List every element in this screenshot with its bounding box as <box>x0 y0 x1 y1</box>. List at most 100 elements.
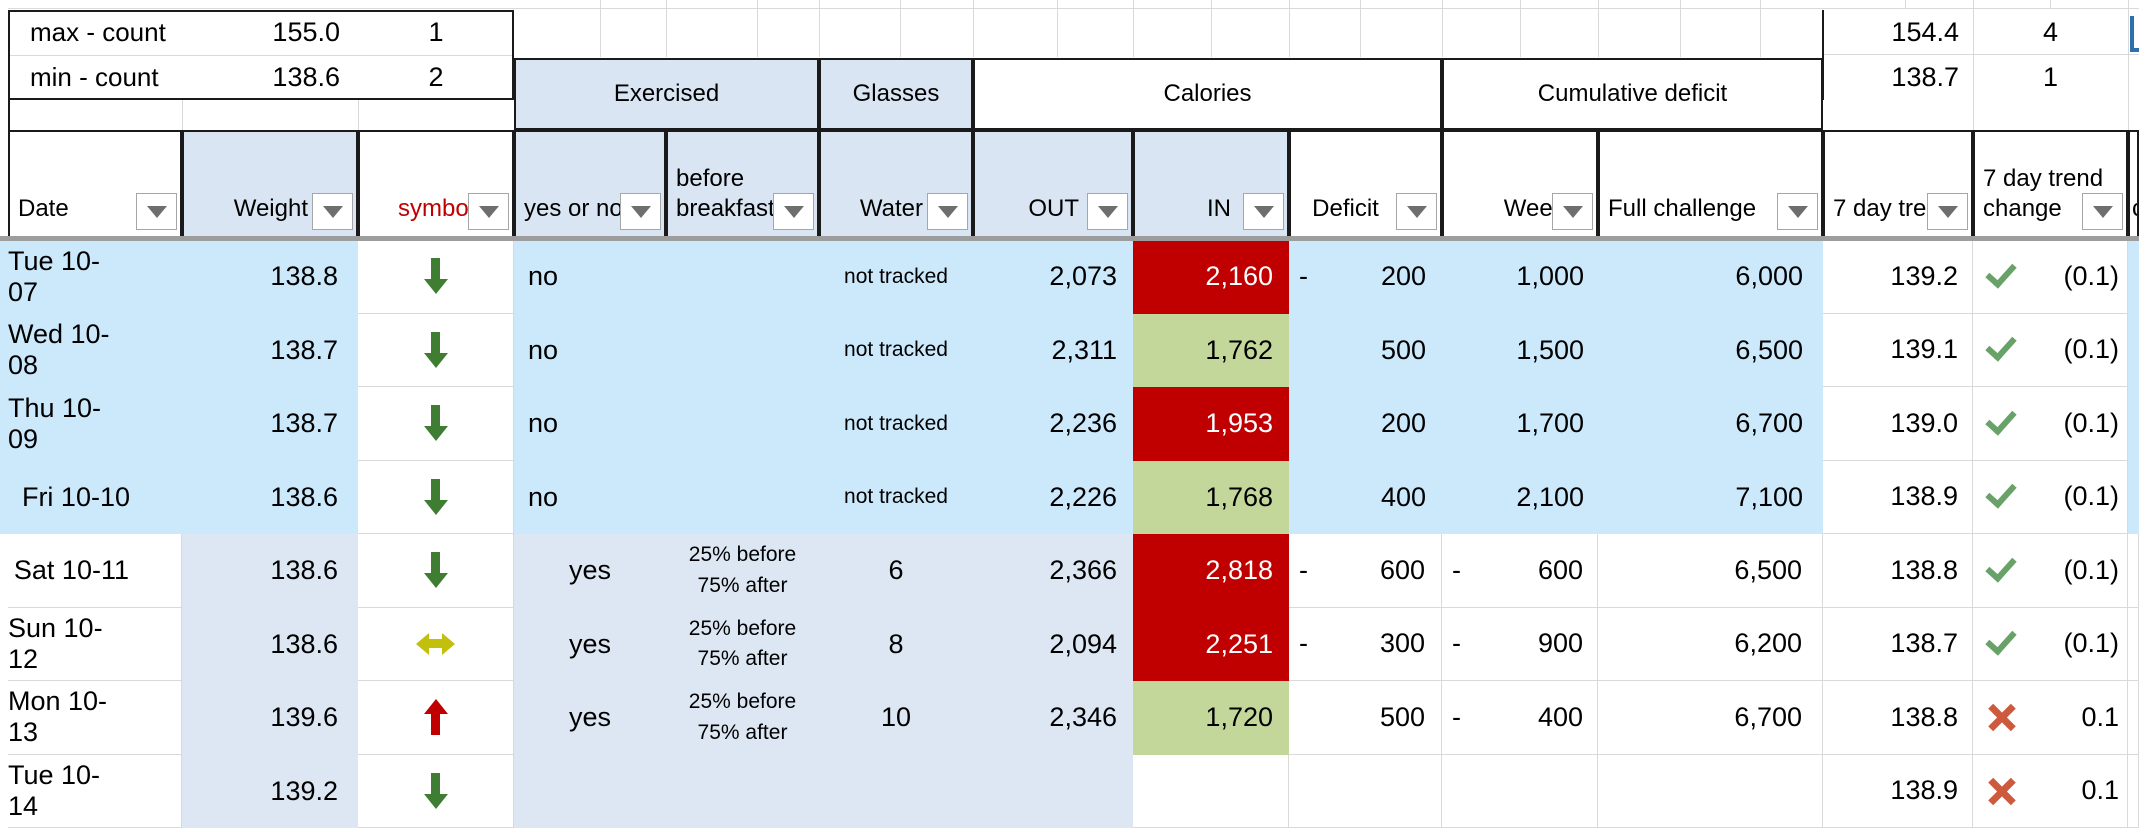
cell-water[interactable]: 10 <box>819 681 973 755</box>
cell-trend-change[interactable]: (0.1) <box>1973 460 2128 534</box>
cell-water[interactable]: not tracked <box>819 460 973 534</box>
cell-weekly[interactable]: 1,700 <box>1442 387 1598 461</box>
header-deficit[interactable]: Deficit <box>1289 130 1442 240</box>
cell-before-breakfast[interactable]: 25% before 75% after <box>666 607 819 681</box>
filter-dropdown-button[interactable] <box>1396 193 1437 230</box>
cell-symbol[interactable] <box>358 460 514 534</box>
cell-trend-change[interactable]: (0.1) <box>1973 387 2128 461</box>
cell-weight[interactable]: 138.7 <box>182 387 358 461</box>
header-calories-out[interactable]: OUT <box>973 130 1133 240</box>
cell-deficit[interactable]: 500 <box>1289 313 1442 387</box>
cell-exercised[interactable]: yes <box>514 681 666 755</box>
filter-dropdown-button[interactable] <box>1552 193 1593 230</box>
cell-symbol[interactable] <box>358 313 514 387</box>
header-symbol[interactable]: symbol <box>358 130 514 240</box>
header-7-day-trend[interactable]: 7 day trend <box>1823 130 1973 240</box>
cell-date[interactable]: Thu 10-09 <box>8 387 182 461</box>
cell-exercised[interactable]: no <box>514 240 666 314</box>
cell-calories-in[interactable]: 2,818 <box>1133 534 1289 608</box>
cell-weekly[interactable]: 1,000 <box>1442 240 1598 314</box>
cell-weekly[interactable]: 2,100 <box>1442 460 1598 534</box>
cell-trend-change[interactable]: (0.1) <box>1973 240 2128 314</box>
filter-dropdown-button[interactable] <box>468 193 509 230</box>
cell-trend[interactable]: 139.2 <box>1823 240 1973 314</box>
cell-symbol[interactable] <box>358 754 514 828</box>
cell-weekly[interactable]: -400 <box>1442 681 1598 755</box>
cell-calories-out[interactable] <box>973 754 1133 828</box>
cell-trend[interactable]: 138.7 <box>1823 607 1973 681</box>
stat-max-label[interactable]: max - count <box>30 17 166 47</box>
cell-deficit[interactable]: 500 <box>1289 681 1442 755</box>
cell-calories-out[interactable]: 2,226 <box>973 460 1133 534</box>
cell-calories-out[interactable]: 2,311 <box>973 313 1133 387</box>
cell-exercised[interactable]: yes <box>514 607 666 681</box>
cell-trend-change[interactable]: 0.1 <box>1973 681 2128 755</box>
cell-symbol[interactable] <box>358 240 514 314</box>
stat-min-label[interactable]: min - count <box>30 62 159 92</box>
cell-calories-in[interactable]: 1,768 <box>1133 460 1289 534</box>
cell-full-challenge[interactable] <box>1598 754 1823 828</box>
cell-date[interactable]: Mon 10-13 <box>8 681 182 755</box>
cell-weekly[interactable]: -900 <box>1442 607 1598 681</box>
header-7-day-trend-change[interactable]: 7 day trend change <box>1973 130 2128 240</box>
cell-weight[interactable]: 139.2 <box>182 754 358 828</box>
cell-trend[interactable]: 138.8 <box>1823 534 1973 608</box>
cell-date[interactable]: Sun 10-12 <box>8 607 182 681</box>
cell-water[interactable]: not tracked <box>819 387 973 461</box>
cell-calories-out[interactable]: 2,346 <box>973 681 1133 755</box>
cell-deficit[interactable]: 200 <box>1289 387 1442 461</box>
cell-date[interactable]: Sat 10-11 <box>8 534 182 608</box>
cell-trend[interactable]: 138.8 <box>1823 681 1973 755</box>
header-before-breakfast[interactable]: before breakfast <box>666 130 819 240</box>
cell-before-breakfast[interactable] <box>666 313 819 387</box>
cell-full-challenge[interactable]: 6,000 <box>1598 240 1823 314</box>
cell-full-challenge[interactable]: 6,500 <box>1598 534 1823 608</box>
filter-dropdown-button[interactable] <box>1777 193 1818 230</box>
cell-calories-in[interactable]: 2,251 <box>1133 607 1289 681</box>
cell-date[interactable]: Tue 10-14 <box>8 754 182 828</box>
cell-deficit[interactable]: -600 <box>1289 534 1442 608</box>
cell-before-breakfast[interactable] <box>666 460 819 534</box>
cell-trend[interactable]: 138.9 <box>1823 460 1973 534</box>
group-header-calories[interactable]: Calories <box>973 58 1442 130</box>
cell-calories-out[interactable]: 2,073 <box>973 240 1133 314</box>
filter-dropdown-button[interactable] <box>1927 193 1968 230</box>
cell-water[interactable]: 6 <box>819 534 973 608</box>
cell-symbol[interactable] <box>358 681 514 755</box>
cell-trend[interactable]: 139.1 <box>1823 313 1973 387</box>
cell-full-challenge[interactable]: 6,200 <box>1598 607 1823 681</box>
cell-symbol[interactable] <box>358 387 514 461</box>
cell-before-breakfast[interactable]: 25% before 75% after <box>666 681 819 755</box>
stat-right-min-count[interactable]: 1 <box>2042 62 2059 92</box>
cell-deficit[interactable]: -200 <box>1289 240 1442 314</box>
cell-water[interactable]: 8 <box>819 607 973 681</box>
filter-dropdown-button[interactable] <box>312 193 353 230</box>
cell-date[interactable]: Fri 10-10 <box>8 460 182 534</box>
stat-right-max-count[interactable]: 4 <box>2042 17 2059 47</box>
stat-right-min-value[interactable]: 138.7 <box>1891 62 1959 92</box>
stat-max-count[interactable]: 1 <box>428 17 444 47</box>
stat-right-max-value[interactable]: 154.4 <box>1891 17 1959 47</box>
cell-deficit[interactable] <box>1289 754 1442 828</box>
cell-calories-out[interactable]: 2,366 <box>973 534 1133 608</box>
cell-full-challenge[interactable]: 6,700 <box>1598 387 1823 461</box>
cell-calories-out[interactable]: 2,094 <box>973 607 1133 681</box>
group-header-glasses[interactable]: Glasses <box>819 58 973 130</box>
header-weight[interactable]: Weight <box>182 130 358 240</box>
cell-weekly[interactable] <box>1442 754 1598 828</box>
hyperlink-fragment[interactable] <box>2130 16 2139 52</box>
filter-dropdown-button[interactable] <box>2082 193 2123 230</box>
cell-water[interactable]: not tracked <box>819 313 973 387</box>
cell-full-challenge[interactable]: 6,500 <box>1598 313 1823 387</box>
cell-before-breakfast[interactable]: 25% before 75% after <box>666 534 819 608</box>
header-full-challenge[interactable]: Full challenge <box>1598 130 1823 240</box>
cell-trend[interactable]: 139.0 <box>1823 387 1973 461</box>
filter-dropdown-button[interactable] <box>136 193 177 230</box>
stat-min-count[interactable]: 2 <box>428 62 444 92</box>
cell-trend-change[interactable]: (0.1) <box>1973 313 2128 387</box>
header-date[interactable]: Date <box>8 130 182 240</box>
filter-dropdown-button[interactable] <box>620 193 661 230</box>
cell-calories-in[interactable] <box>1133 754 1289 828</box>
stat-min-value[interactable]: 138.6 <box>272 62 340 92</box>
stat-max-value[interactable]: 155.0 <box>272 17 340 47</box>
